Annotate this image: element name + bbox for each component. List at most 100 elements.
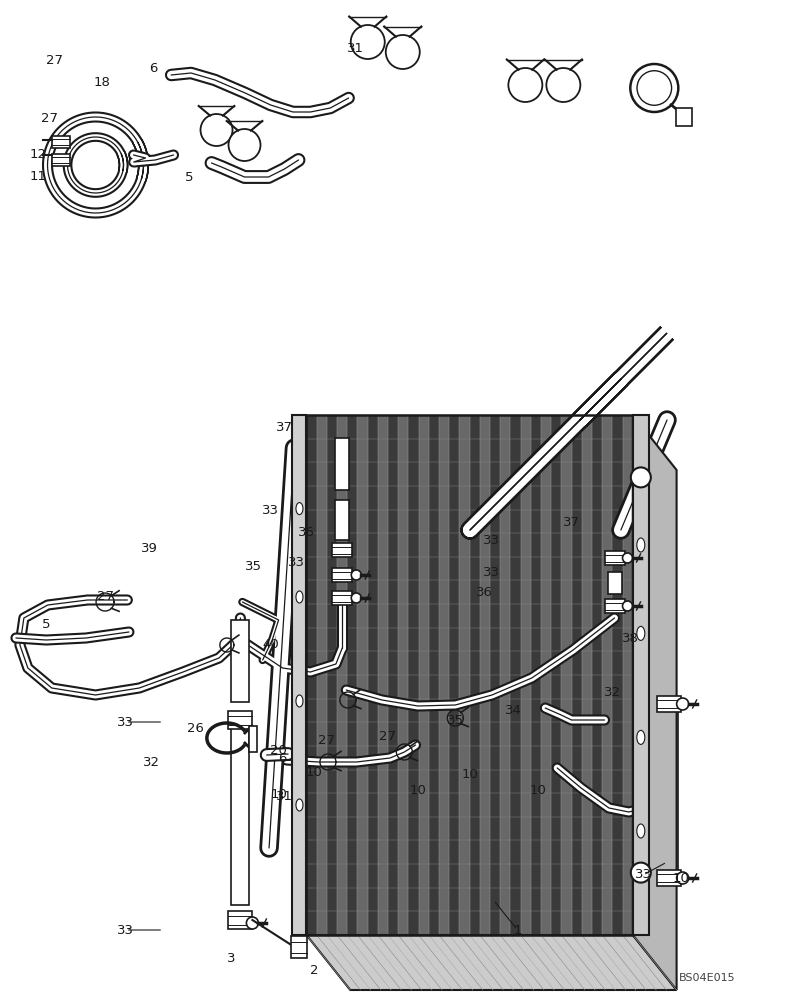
Text: 33: 33 (262, 504, 279, 516)
Bar (292, 415, 306, 935)
Bar (228, 911, 252, 929)
Polygon shape (490, 415, 500, 935)
Text: 12: 12 (29, 148, 47, 161)
Bar (633, 415, 649, 935)
Circle shape (228, 129, 260, 161)
Polygon shape (633, 415, 677, 990)
Bar (604, 551, 625, 565)
Bar (660, 710, 677, 870)
Bar (335, 500, 349, 540)
Text: 20: 20 (270, 744, 287, 756)
Polygon shape (480, 415, 490, 935)
Text: 35: 35 (244, 559, 262, 572)
Text: 36: 36 (475, 586, 493, 599)
Text: 31: 31 (347, 41, 365, 54)
Text: 26: 26 (186, 722, 204, 734)
Polygon shape (622, 415, 633, 935)
Circle shape (201, 114, 232, 146)
Text: 39: 39 (141, 542, 158, 554)
Polygon shape (612, 415, 622, 935)
Text: 5: 5 (42, 618, 50, 632)
Text: 27: 27 (96, 589, 114, 602)
Ellipse shape (296, 799, 303, 811)
Polygon shape (510, 415, 521, 935)
Bar (232, 620, 249, 702)
Bar (52, 136, 69, 148)
Circle shape (351, 570, 361, 580)
Polygon shape (500, 415, 510, 935)
Polygon shape (470, 415, 480, 935)
Circle shape (622, 553, 633, 563)
Text: 37: 37 (563, 516, 580, 528)
Polygon shape (531, 415, 541, 935)
Text: 33: 33 (117, 924, 135, 936)
Text: 10: 10 (409, 784, 427, 796)
Text: 10: 10 (306, 766, 323, 780)
Text: 36: 36 (298, 526, 315, 540)
Circle shape (630, 863, 651, 883)
Circle shape (386, 35, 419, 69)
Circle shape (351, 25, 384, 59)
Polygon shape (327, 415, 337, 935)
Text: 32: 32 (604, 686, 622, 698)
Ellipse shape (637, 730, 645, 744)
Polygon shape (592, 415, 603, 935)
Bar (332, 543, 353, 557)
Circle shape (630, 467, 651, 487)
Polygon shape (459, 415, 470, 935)
Bar (52, 154, 69, 166)
Circle shape (677, 872, 689, 884)
Ellipse shape (637, 470, 645, 484)
Polygon shape (449, 415, 459, 935)
Circle shape (677, 698, 689, 710)
Text: 33: 33 (117, 716, 135, 728)
Polygon shape (388, 415, 398, 935)
Polygon shape (337, 415, 347, 935)
Bar (335, 438, 349, 490)
Polygon shape (306, 935, 677, 990)
Polygon shape (521, 415, 531, 935)
Bar (604, 599, 625, 613)
Ellipse shape (296, 503, 303, 515)
Polygon shape (378, 415, 388, 935)
Circle shape (247, 917, 259, 929)
Text: 32: 32 (142, 756, 160, 768)
Text: 33: 33 (634, 868, 652, 882)
Text: 40: 40 (262, 639, 279, 652)
Ellipse shape (296, 695, 303, 707)
Text: 33: 33 (483, 565, 501, 578)
Text: 2: 2 (310, 964, 318, 976)
Bar (232, 720, 249, 905)
Polygon shape (368, 415, 378, 935)
Text: 11: 11 (29, 170, 47, 184)
Text: 18: 18 (93, 76, 111, 89)
Circle shape (351, 593, 361, 603)
Text: 38: 38 (622, 632, 639, 645)
Polygon shape (551, 415, 561, 935)
Polygon shape (603, 415, 612, 935)
Text: 6: 6 (149, 62, 157, 75)
Text: 35: 35 (447, 714, 464, 726)
Circle shape (509, 68, 542, 102)
Bar (657, 870, 681, 886)
Bar (607, 572, 622, 594)
Bar (291, 936, 307, 958)
Text: 31: 31 (276, 790, 294, 802)
Bar (332, 591, 353, 605)
Text: 27: 27 (45, 53, 63, 66)
Bar (677, 108, 693, 126)
Polygon shape (429, 415, 439, 935)
Ellipse shape (637, 824, 645, 838)
Circle shape (546, 68, 580, 102)
Ellipse shape (637, 538, 645, 552)
Text: 34: 34 (505, 704, 522, 716)
Text: 10: 10 (672, 871, 689, 884)
Polygon shape (541, 415, 551, 935)
Text: 6: 6 (279, 752, 287, 764)
Text: 33: 33 (287, 556, 305, 569)
Bar (332, 568, 353, 582)
Polygon shape (561, 415, 572, 935)
Polygon shape (439, 415, 449, 935)
Bar (228, 711, 252, 729)
Polygon shape (582, 415, 592, 935)
